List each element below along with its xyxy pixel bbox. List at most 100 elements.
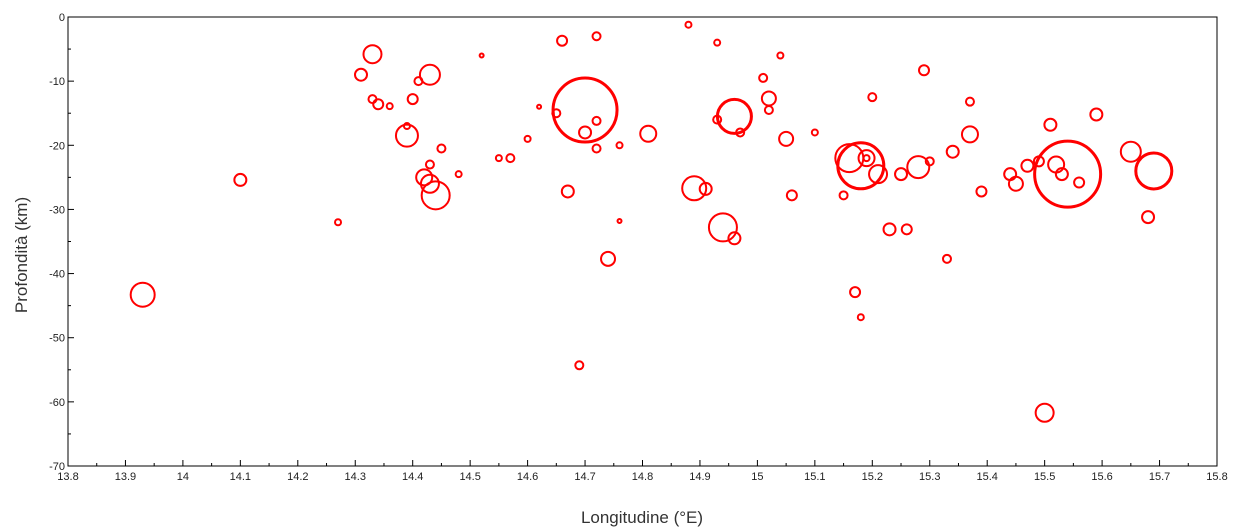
earthquake-marker: [1034, 402, 1055, 423]
earthquake-marker: [960, 125, 979, 144]
earthquake-marker: [385, 102, 394, 111]
earthquake-marker: [681, 175, 708, 202]
y-tick-label: -30: [49, 204, 65, 216]
x-tick-label: 15.2: [862, 471, 883, 483]
earthquake-marker: [707, 212, 738, 243]
earthquake-marker: [894, 167, 909, 182]
x-tick-label: 15: [751, 471, 763, 483]
y-tick-label: -70: [49, 461, 65, 473]
earthquake-marker: [1089, 107, 1104, 122]
earthquake-marker: [615, 141, 624, 150]
earthquake-marker: [1134, 151, 1174, 191]
earthquake-marker: [975, 185, 988, 198]
x-tick-label: 15.7: [1149, 471, 1170, 483]
earthquake-marker: [129, 281, 156, 308]
earthquake-marker: [372, 98, 385, 111]
x-tick-label: 15.4: [976, 471, 997, 483]
earthquake-marker: [918, 64, 931, 77]
earthquake-marker: [406, 93, 419, 106]
earthquake-marker: [578, 125, 593, 140]
earthquake-marker: [1033, 139, 1103, 209]
x-tick-label: 14.4: [402, 471, 423, 483]
x-tick-label: 15.8: [1206, 471, 1227, 483]
earthquake-marker: [353, 67, 368, 82]
earthquake-marker: [454, 170, 463, 179]
earthquake-marker: [574, 360, 585, 371]
earthquake-marker: [402, 122, 411, 131]
x-axis: 13.8 13.9 14 14.1 14.2 14.3 14.4 14.5 14.6 14.7 14…: [57, 460, 1228, 483]
earthquake-marker: [1020, 158, 1035, 173]
earthquake-marker: [1043, 117, 1058, 132]
earthquake-marker: [727, 231, 742, 246]
y-axis: 0 -10 -20 -30 -40 -50 -60 -70: [49, 12, 74, 473]
y-tick-label: -60: [49, 397, 65, 409]
earthquake-marker: [715, 97, 753, 135]
x-tick-label: 13.8: [57, 471, 78, 483]
earthquake-marker: [1141, 210, 1156, 225]
earthquake-marker: [964, 96, 975, 107]
x-tick-label: 14.3: [345, 471, 366, 483]
x-tick-label: 15.1: [804, 471, 825, 483]
x-tick-label: 14.7: [574, 471, 595, 483]
x-tick-label: 14.9: [689, 471, 710, 483]
earthquake-marker: [536, 103, 543, 110]
earthquake-marker: [551, 76, 619, 144]
earthquake-marker: [862, 154, 871, 163]
earthquake-marker: [900, 223, 913, 236]
earthquake-marker: [591, 31, 602, 42]
earthquake-marker: [639, 124, 658, 143]
earthquake-marker: [778, 130, 795, 147]
earthquake-marker: [857, 149, 876, 168]
earthquake-marker: [1073, 176, 1086, 189]
plot-area: [67, 16, 1218, 467]
x-axis-label: Longitudine (°E): [581, 508, 703, 527]
earthquake-marker: [415, 168, 434, 187]
earthquake-marker: [420, 180, 451, 211]
earthquake-marker: [523, 134, 532, 143]
earthquake-marker: [1007, 175, 1024, 192]
earthquake-marker: [556, 34, 569, 47]
earthquake-marker: [776, 51, 785, 60]
earthquake-marker: [867, 92, 878, 103]
earthquake-marker: [906, 155, 931, 180]
earthquake-marker: [713, 38, 722, 47]
x-tick-label: 14.5: [459, 471, 480, 483]
y-tick-label: 0: [59, 12, 65, 24]
earthquake-marker: [616, 217, 623, 224]
x-tick-label: 13.9: [115, 471, 136, 483]
earthquake-marker: [836, 141, 886, 191]
earthquake-marker: [334, 218, 343, 227]
data-points: [129, 20, 1174, 423]
earthquake-marker: [882, 222, 897, 237]
earthquake-marker: [1054, 167, 1069, 182]
x-tick-label: 14: [177, 471, 189, 483]
earthquake-marker: [868, 164, 889, 185]
y-axis-label: Profondità (km): [12, 197, 31, 313]
x-tick-label: 15.6: [1091, 471, 1112, 483]
earthquake-marker: [849, 286, 862, 299]
earthquake-marker: [1119, 140, 1142, 163]
earthquake-marker: [941, 253, 952, 264]
x-tick-label: 14.6: [517, 471, 538, 483]
earthquake-marker: [591, 143, 602, 154]
earthquake-marker: [810, 128, 819, 137]
y-tick-label: -10: [49, 76, 65, 88]
earthquake-marker: [735, 127, 746, 138]
y-tick-label: -50: [49, 333, 65, 345]
earthquake-marker: [362, 44, 383, 65]
x-tick-label: 14.1: [230, 471, 251, 483]
earthquake-marker: [591, 115, 602, 126]
earthquake-marker: [763, 105, 774, 116]
earthquake-marker: [494, 154, 503, 163]
x-tick-label: 14.2: [287, 471, 308, 483]
earthquake-marker: [418, 63, 441, 86]
earthquake-marker: [478, 52, 485, 59]
y-tick-label: -20: [49, 140, 65, 152]
earthquake-marker: [233, 172, 248, 187]
earthquake-marker: [838, 190, 849, 201]
earthquake-marker: [560, 184, 575, 199]
earthquake-marker: [436, 143, 447, 154]
x-tick-label: 15.5: [1034, 471, 1055, 483]
earthquake-marker: [924, 156, 935, 167]
